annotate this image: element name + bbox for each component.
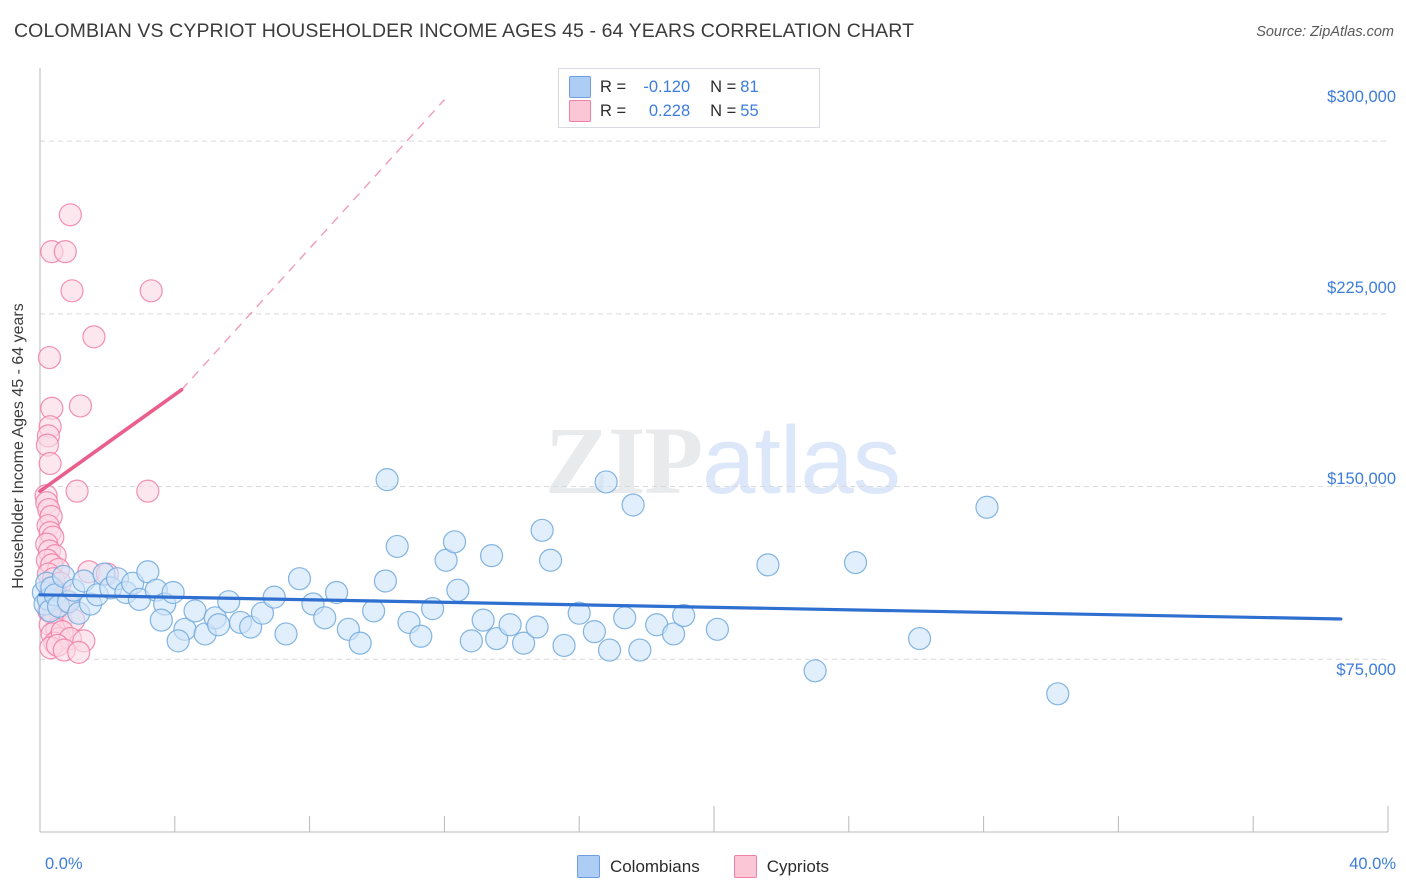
- scatter-point[interactable]: [207, 613, 231, 637]
- scatter-point[interactable]: [567, 601, 591, 625]
- trendline-cypriots-dashed: [181, 99, 445, 391]
- scatter-point[interactable]: [149, 608, 173, 632]
- series-legend: Colombians Cypriots: [0, 855, 1406, 878]
- scatter-point[interactable]: [530, 518, 554, 542]
- legend-item-cypriots[interactable]: Cypriots: [733, 855, 830, 878]
- y-tick-label-150000: $150,000: [1327, 470, 1396, 488]
- scatter-point[interactable]: [442, 530, 467, 554]
- legend-marker-colombians: [576, 855, 600, 878]
- scatter-point[interactable]: [552, 633, 576, 658]
- scatter-point[interactable]: [613, 606, 637, 630]
- scatter-point[interactable]: [597, 638, 622, 662]
- stats-r-label-cypriots: R =: [600, 101, 627, 120]
- scatter-point[interactable]: [843, 550, 868, 575]
- scatter-point[interactable]: [68, 394, 93, 418]
- stats-n-label-colombians: N =: [710, 77, 737, 96]
- scatter-point[interactable]: [53, 240, 77, 264]
- x-tick-label-min: 0.0%: [45, 855, 83, 873]
- stats-row-colombians: R = -0.120 N = 81: [569, 75, 809, 99]
- scatter-point[interactable]: [459, 629, 483, 653]
- scatter-point[interactable]: [756, 553, 780, 577]
- scatter-point[interactable]: [385, 534, 409, 559]
- scatter-point[interactable]: [348, 631, 372, 655]
- legend-item-colombians[interactable]: Colombians: [576, 855, 700, 878]
- scatter-point[interactable]: [511, 631, 536, 655]
- legend-swatch-colombians: [569, 76, 591, 98]
- legend-label-cypriots: Cypriots: [766, 856, 830, 876]
- scatter-point[interactable]: [498, 613, 522, 637]
- legend-label-colombians: Colombians: [609, 856, 700, 876]
- scatter-point[interactable]: [409, 624, 433, 648]
- scatter-point[interactable]: [471, 608, 495, 632]
- scatter-point[interactable]: [628, 638, 652, 662]
- scatter-point[interactable]: [594, 470, 618, 494]
- scatter-point[interactable]: [139, 279, 163, 303]
- scatter-point[interactable]: [60, 279, 84, 303]
- scatter-point[interactable]: [250, 601, 275, 625]
- scatter-point[interactable]: [582, 620, 606, 644]
- scatter-point[interactable]: [375, 468, 399, 492]
- scatter-point[interactable]: [705, 617, 729, 641]
- scatter-point[interactable]: [479, 544, 504, 568]
- scatter-point[interactable]: [58, 203, 82, 227]
- scatter-point[interactable]: [621, 493, 645, 517]
- scatter-point[interactable]: [661, 622, 686, 646]
- x-tick-label-max: 40.0%: [1349, 855, 1396, 873]
- scatter-point[interactable]: [38, 451, 62, 476]
- trendline-colombians: [38, 593, 1343, 621]
- scatter-point[interactable]: [446, 578, 470, 602]
- scatter-point[interactable]: [217, 590, 241, 614]
- scatter-point[interactable]: [67, 640, 91, 664]
- legend-marker-cypriots: [733, 855, 757, 878]
- y-tick-label-300000: $300,000: [1327, 88, 1396, 106]
- scatter-point[interactable]: [324, 580, 349, 605]
- scatter-point[interactable]: [672, 603, 696, 628]
- scatter-point[interactable]: [183, 599, 207, 623]
- stats-row-cypriots: R = 0.228 N = 55: [569, 99, 809, 123]
- scatter-point[interactable]: [161, 580, 185, 605]
- legend-swatch-cypriots: [569, 100, 591, 122]
- scatter-point[interactable]: [166, 629, 190, 653]
- scatter-point[interactable]: [82, 325, 106, 349]
- stats-r-value-colombians: -0.120: [643, 77, 691, 96]
- scatter-point[interactable]: [803, 659, 827, 683]
- stats-r-label-colombians: R =: [600, 77, 627, 96]
- scatter-point[interactable]: [1046, 682, 1070, 706]
- scatter-point[interactable]: [525, 615, 549, 639]
- scatter-point[interactable]: [262, 585, 286, 609]
- correlation-stats-legend: R = -0.120 N = 81 R = 0.228 N = 55: [558, 68, 820, 128]
- y-tick-label-225000: $225,000: [1327, 279, 1396, 297]
- scatter-point[interactable]: [287, 567, 312, 591]
- source-attribution: Source: ZipAtlas.com: [1256, 24, 1394, 40]
- scatter-point[interactable]: [907, 626, 932, 651]
- scatter-point[interactable]: [37, 345, 62, 370]
- y-tick-label-75000: $75,000: [1336, 661, 1396, 679]
- stats-n-value-cypriots: 55: [740, 101, 759, 120]
- scatter-point[interactable]: [274, 622, 298, 646]
- scatter-point[interactable]: [373, 569, 398, 593]
- page-title: COLOMBIAN VS CYPRIOT HOUSEHOLDER INCOME …: [14, 20, 915, 42]
- scatter-series-colombians: [31, 468, 1070, 706]
- stats-n-label-cypriots: N =: [710, 101, 737, 120]
- trendline-cypriots: [38, 388, 184, 493]
- stats-n-value-colombians: 81: [740, 77, 759, 96]
- scatter-point[interactable]: [136, 479, 160, 503]
- scatter-point[interactable]: [65, 479, 89, 503]
- scatter-point[interactable]: [362, 599, 386, 623]
- scatter-point[interactable]: [538, 548, 563, 572]
- scatter-point[interactable]: [313, 606, 337, 630]
- scatter-point[interactable]: [975, 495, 999, 519]
- stats-r-value-cypriots: 0.228: [648, 101, 691, 120]
